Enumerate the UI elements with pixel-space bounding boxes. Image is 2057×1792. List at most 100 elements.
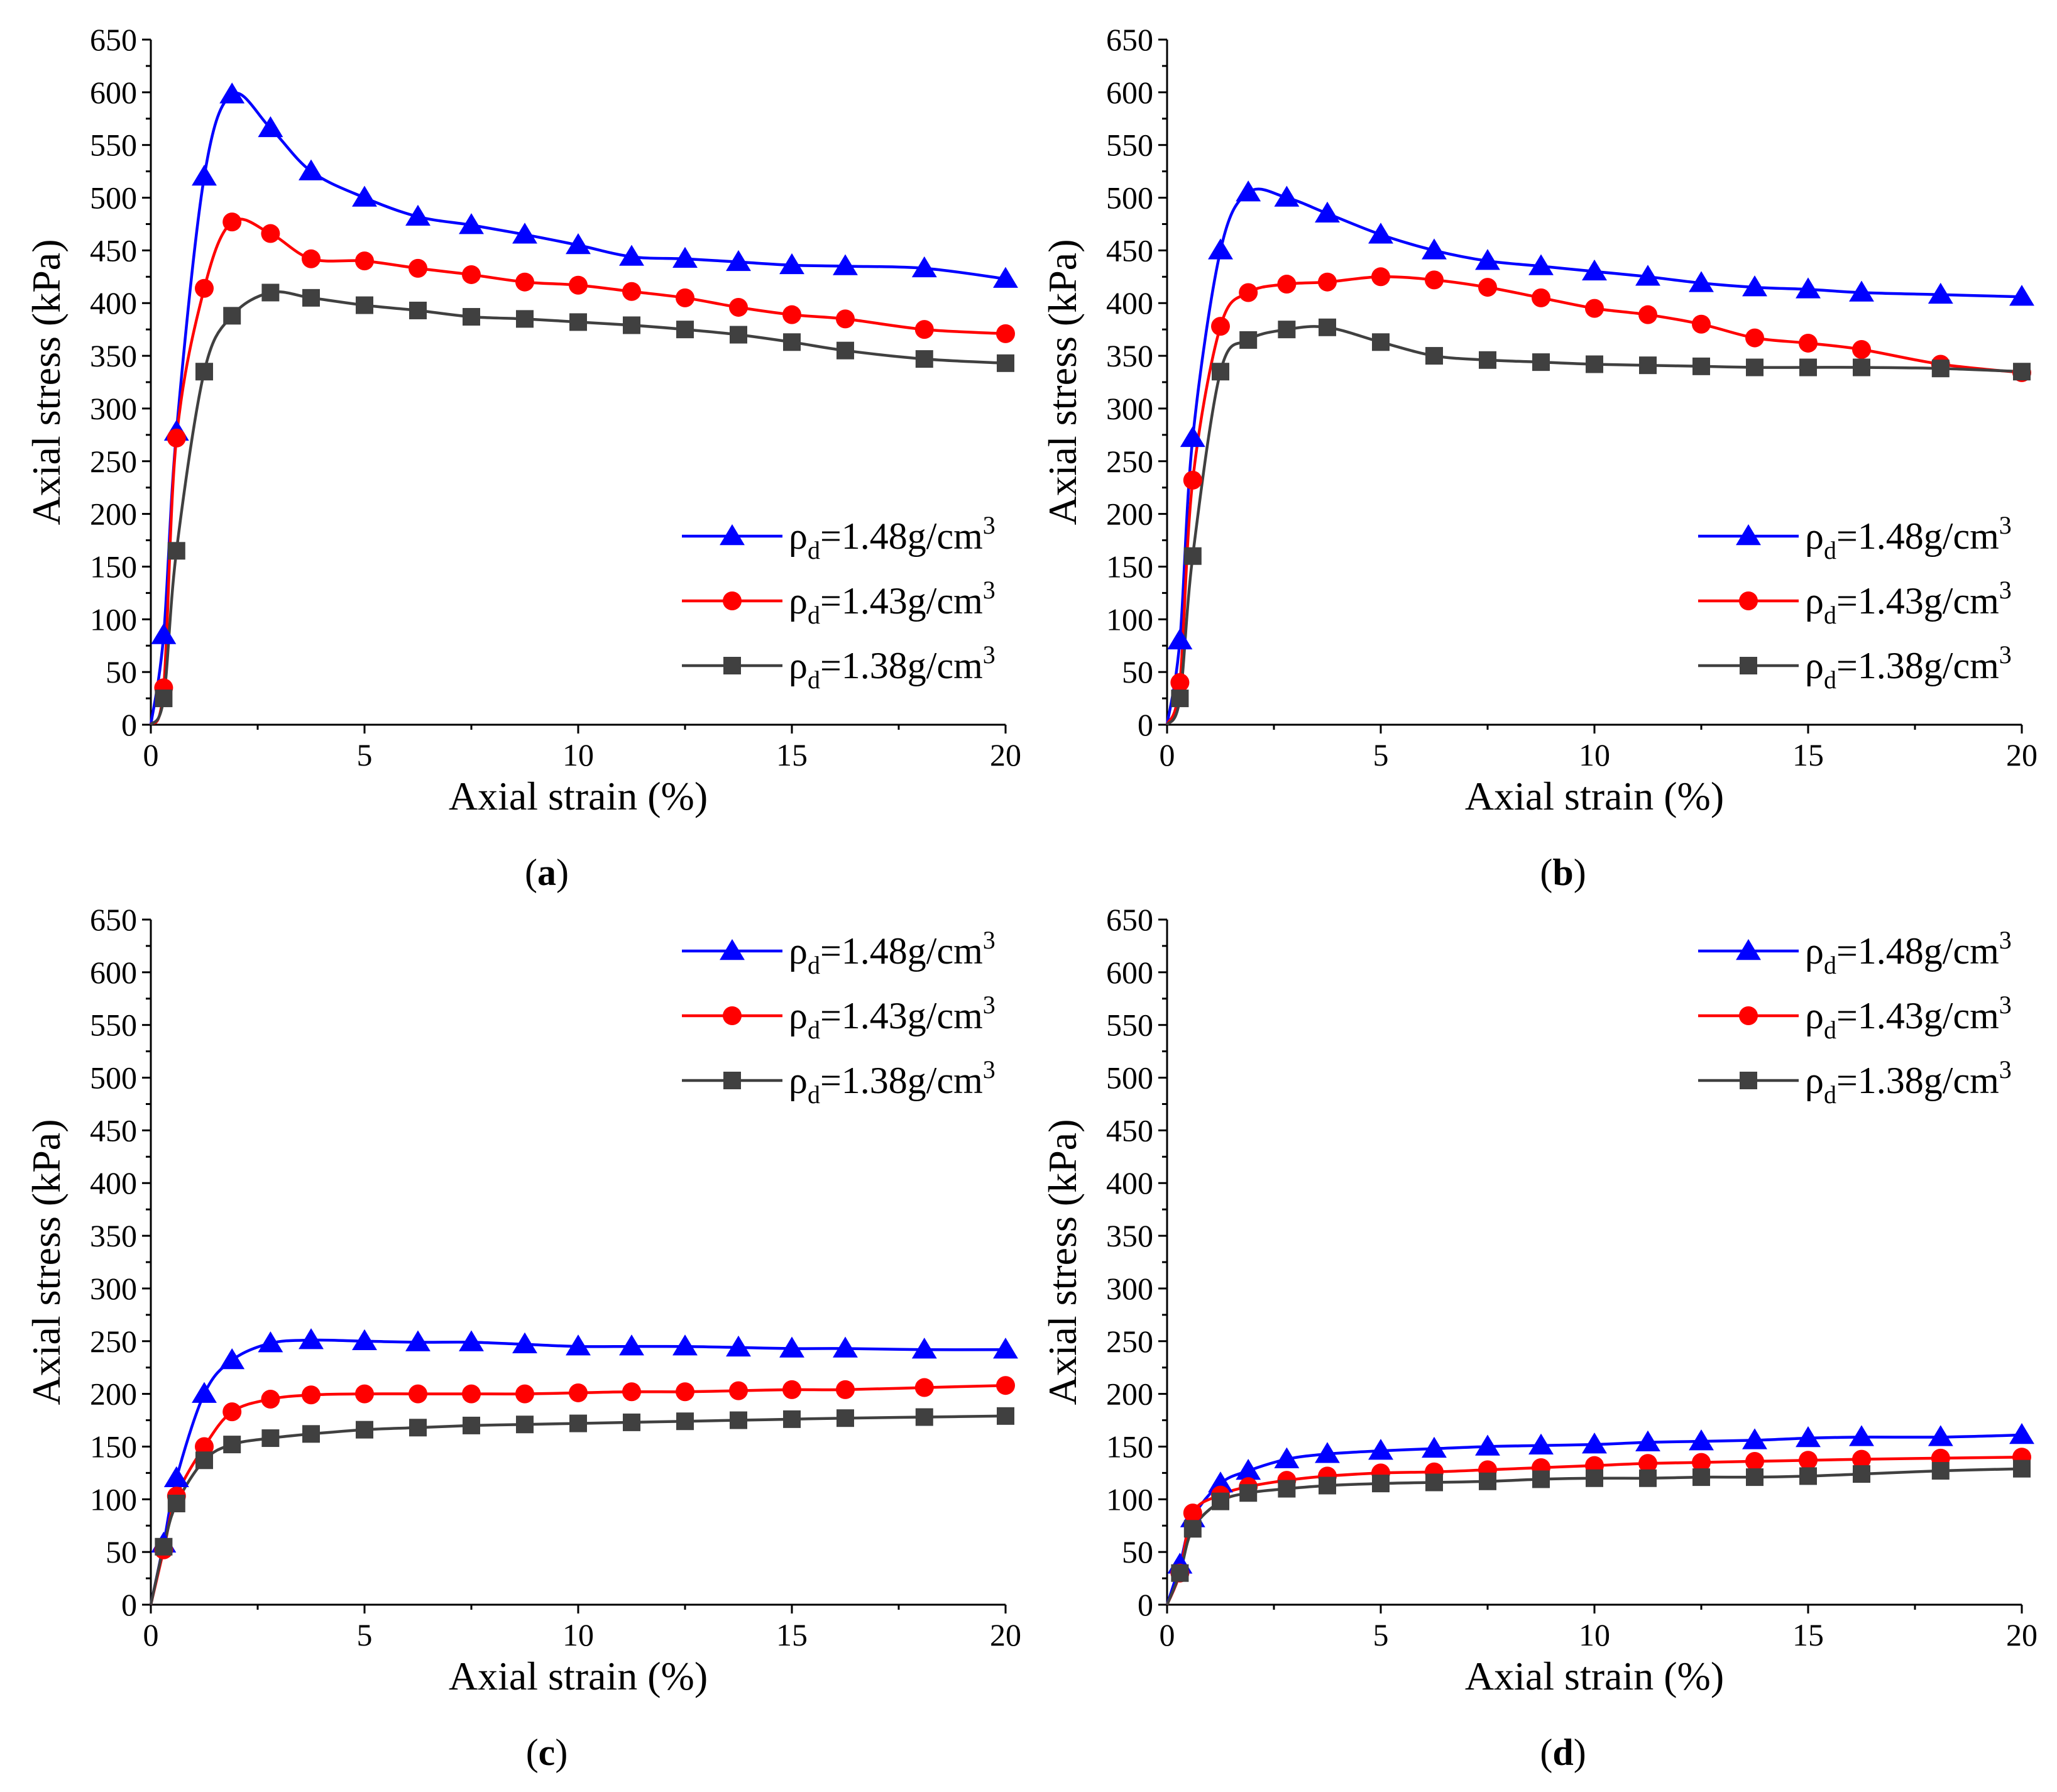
- data-point-series-1: [619, 1334, 644, 1356]
- y-tick-label: 350: [90, 1218, 137, 1253]
- data-point-series-3: [837, 1409, 854, 1427]
- data-point-series-3: [409, 301, 427, 319]
- data-point-series-2: [1799, 333, 1818, 353]
- data-point-series-3: [915, 350, 933, 368]
- x-tick-label: 5: [357, 737, 373, 772]
- data-point-series-2: [355, 1384, 374, 1404]
- data-point-series-1: [619, 245, 644, 266]
- x-tick-label: 20: [990, 737, 1021, 772]
- data-point-series-3: [155, 1537, 173, 1556]
- data-point-series-1: [1796, 1426, 1821, 1448]
- data-point-series-3: [1171, 1564, 1189, 1582]
- data-point-series-3: [1692, 357, 1710, 375]
- data-point-series-1: [405, 204, 431, 226]
- data-point-series-2: [1183, 470, 1202, 490]
- data-point-series-1: [1422, 238, 1447, 260]
- data-point-series-1: [459, 1330, 484, 1351]
- y-tick-label: 600: [1106, 955, 1153, 990]
- y-tick-label: 200: [1106, 1377, 1153, 1412]
- data-point-series-3: [302, 1425, 320, 1443]
- data-point-series-3: [1183, 1520, 1202, 1538]
- y-tick-label: 400: [90, 1165, 137, 1201]
- data-point-series-1: [258, 1331, 283, 1353]
- legend-label-2: ρd=1.43g/cm3: [789, 991, 996, 1044]
- data-point-series-3: [1239, 331, 1258, 349]
- y-tick-label: 350: [1106, 1218, 1153, 1253]
- data-point-series-2: [1745, 1451, 1764, 1471]
- legend-label-1: ρd=1.48g/cm3: [1805, 511, 2012, 564]
- data-point-series-1: [2009, 1423, 2034, 1444]
- y-tick-label: 250: [90, 444, 137, 479]
- data-point-series-2: [1478, 278, 1497, 297]
- y-axis-title: Axial stress (kPa): [1040, 1119, 1085, 1405]
- data-point-series-2: [1211, 317, 1230, 336]
- y-tick-label: 650: [1106, 902, 1153, 937]
- y-tick-label: 350: [1106, 338, 1153, 373]
- data-point-series-3: [463, 1416, 480, 1434]
- data-point-series-2: [1852, 340, 1871, 360]
- data-point-series-1: [1849, 1425, 1874, 1446]
- data-point-series-1: [1315, 1442, 1340, 1463]
- data-point-series-2: [782, 305, 801, 324]
- data-point-series-3: [1425, 1473, 1443, 1492]
- x-tick-label: 15: [776, 1617, 808, 1652]
- data-point-series-3: [1532, 1470, 1550, 1488]
- y-axis-title: Axial stress (kPa): [24, 239, 69, 525]
- series-line-1: [149, 91, 1006, 725]
- y-tick-label: 150: [90, 549, 137, 584]
- data-point-series-2: [409, 1384, 427, 1404]
- data-point-series-2: [1277, 275, 1297, 294]
- data-point-series-3: [2013, 363, 2031, 381]
- data-point-series-3: [2013, 1459, 2031, 1478]
- data-point-series-1: [566, 1334, 591, 1356]
- series-line-3: [1165, 1467, 2022, 1605]
- data-point-series-2: [1425, 270, 1444, 290]
- data-point-series-2: [914, 1378, 934, 1397]
- data-point-series-1: [192, 1382, 217, 1403]
- y-tick-label: 150: [90, 1429, 137, 1464]
- data-point-series-2: [729, 1381, 748, 1400]
- data-point-series-2: [569, 1383, 588, 1402]
- legend-marker-2: [1739, 591, 1758, 610]
- data-point-series-1: [1208, 238, 1233, 260]
- y-tick-label: 550: [1106, 1008, 1153, 1043]
- data-point-series-3: [356, 1421, 373, 1439]
- y-tick-label: 500: [90, 1060, 137, 1096]
- chart-panel-c: 0 50 100 150 200 250 300 350 400 450 500 550 600 650 0…: [24, 902, 1021, 1773]
- data-point-series-1: [833, 254, 858, 275]
- x-tick-label: 5: [1373, 737, 1389, 772]
- y-tick-label: 600: [1106, 75, 1153, 110]
- y-tick-label: 100: [1106, 602, 1153, 637]
- y-tick-label: 0: [121, 1587, 137, 1622]
- data-point-series-3: [463, 308, 480, 326]
- y-tick-label: 200: [90, 497, 137, 532]
- data-point-series-1: [1528, 254, 1554, 275]
- y-tick-label: 50: [106, 654, 137, 690]
- y-tick-label: 50: [1122, 1534, 1153, 1569]
- data-point-series-1: [833, 1336, 858, 1358]
- y-tick-label: 300: [1106, 391, 1153, 426]
- data-point-series-1: [459, 213, 484, 234]
- x-axis-title: Axial strain (%): [449, 774, 708, 818]
- y-tick-label: 250: [90, 1324, 137, 1359]
- data-point-series-2: [222, 212, 242, 232]
- data-point-series-2: [1638, 1454, 1657, 1473]
- data-point-series-3: [155, 690, 173, 708]
- data-point-series-3: [1746, 1468, 1764, 1487]
- x-tick-label: 0: [143, 737, 159, 772]
- data-point-series-1: [352, 1329, 377, 1351]
- data-point-series-1: [566, 233, 591, 255]
- data-point-series-1: [1315, 201, 1340, 223]
- data-point-series-2: [462, 1384, 481, 1404]
- data-point-series-2: [996, 324, 1015, 343]
- y-tick-label: 400: [90, 285, 137, 321]
- data-point-series-3: [1212, 1492, 1229, 1510]
- x-tick-label: 15: [1792, 737, 1824, 772]
- data-point-series-3: [623, 1413, 640, 1431]
- data-point-series-3: [1692, 1468, 1710, 1487]
- data-point-series-1: [1689, 271, 1714, 292]
- data-point-series-3: [1372, 333, 1390, 351]
- data-point-series-2: [1852, 1449, 1871, 1469]
- y-tick-label: 50: [1122, 654, 1153, 690]
